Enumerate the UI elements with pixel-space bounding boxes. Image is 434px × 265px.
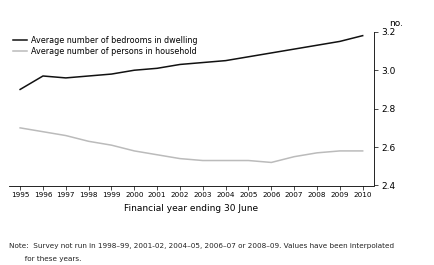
Text: no.: no. — [388, 19, 402, 28]
Text: Note:  Survey not run in 1998–99, 2001-02, 2004–05, 2006–07 or 2008–09. Values h: Note: Survey not run in 1998–99, 2001-02… — [9, 243, 393, 249]
Legend: Average number of bedrooms in dwelling, Average number of persons in household: Average number of bedrooms in dwelling, … — [13, 36, 197, 56]
Text: for these years.: for these years. — [9, 256, 81, 262]
X-axis label: Financial year ending 30 June: Financial year ending 30 June — [124, 204, 258, 213]
